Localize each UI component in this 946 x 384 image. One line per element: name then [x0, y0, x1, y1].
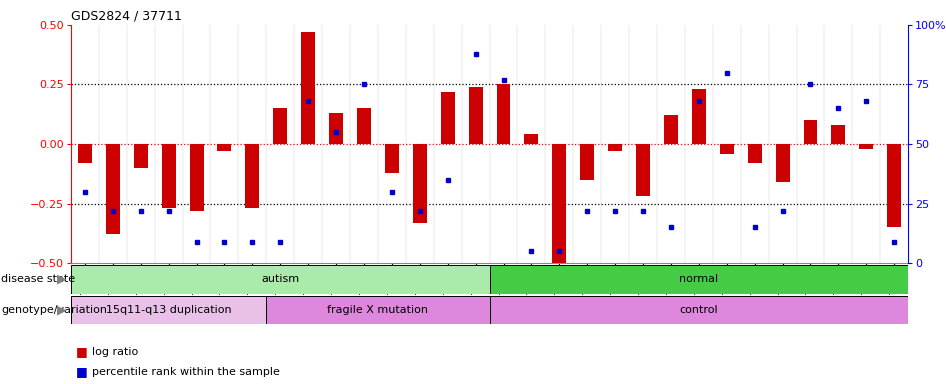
- Bar: [266, 296, 489, 324]
- Bar: [552, 144, 567, 263]
- Bar: [524, 134, 538, 144]
- Text: percentile rank within the sample: percentile rank within the sample: [92, 366, 280, 377]
- Bar: [273, 108, 288, 144]
- Bar: [887, 144, 902, 227]
- Text: log ratio: log ratio: [92, 346, 138, 357]
- Bar: [490, 296, 908, 324]
- Bar: [720, 144, 734, 154]
- Text: ■: ■: [76, 345, 87, 358]
- Text: ■: ■: [76, 365, 87, 378]
- Bar: [71, 265, 490, 294]
- Bar: [747, 144, 762, 163]
- Bar: [162, 144, 176, 208]
- Text: disease state: disease state: [1, 274, 75, 285]
- Text: 15q11-q13 duplication: 15q11-q13 duplication: [106, 305, 232, 315]
- Bar: [490, 265, 908, 294]
- Text: genotype/variation: genotype/variation: [1, 305, 107, 315]
- Bar: [859, 144, 873, 149]
- Bar: [218, 144, 232, 151]
- Bar: [357, 108, 371, 144]
- Bar: [580, 144, 594, 180]
- Bar: [301, 32, 315, 144]
- Bar: [412, 144, 427, 223]
- Bar: [608, 144, 622, 151]
- Bar: [692, 89, 706, 144]
- Bar: [441, 92, 455, 144]
- Text: fragile X mutation: fragile X mutation: [327, 305, 429, 315]
- Bar: [636, 144, 650, 196]
- Text: ▶: ▶: [57, 273, 66, 286]
- Text: control: control: [679, 305, 718, 315]
- Bar: [329, 113, 343, 144]
- Bar: [78, 144, 92, 163]
- Bar: [832, 125, 846, 144]
- Bar: [385, 144, 399, 172]
- Bar: [664, 116, 678, 144]
- Bar: [106, 144, 120, 235]
- Bar: [245, 144, 259, 208]
- Bar: [803, 120, 817, 144]
- Bar: [133, 144, 148, 168]
- Text: GDS2824 / 37711: GDS2824 / 37711: [71, 9, 182, 22]
- Text: ▶: ▶: [57, 304, 66, 316]
- Bar: [71, 296, 266, 324]
- Bar: [468, 87, 482, 144]
- Bar: [189, 144, 203, 211]
- Bar: [497, 84, 511, 144]
- Text: autism: autism: [261, 274, 299, 285]
- Text: normal: normal: [679, 274, 718, 285]
- Bar: [776, 144, 790, 182]
